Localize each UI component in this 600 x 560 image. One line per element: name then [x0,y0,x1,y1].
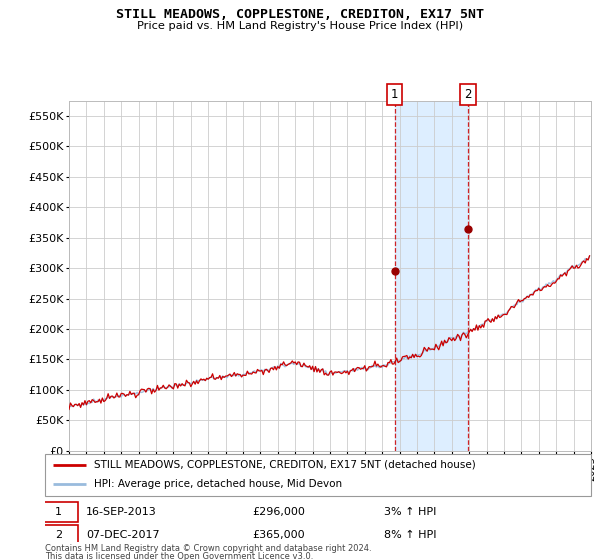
Text: 2: 2 [464,88,472,101]
Text: HPI: Average price, detached house, Mid Devon: HPI: Average price, detached house, Mid … [94,479,342,489]
Text: This data is licensed under the Open Government Licence v3.0.: This data is licensed under the Open Gov… [45,552,313,560]
Text: 1: 1 [55,507,62,517]
Text: STILL MEADOWS, COPPLESTONE, CREDITON, EX17 5NT (detached house): STILL MEADOWS, COPPLESTONE, CREDITON, EX… [94,460,476,470]
FancyBboxPatch shape [40,502,78,522]
Text: £296,000: £296,000 [253,507,305,517]
FancyBboxPatch shape [45,454,591,496]
Text: £365,000: £365,000 [253,530,305,540]
Text: 1: 1 [391,88,398,101]
Text: 8% ↑ HPI: 8% ↑ HPI [383,530,436,540]
FancyBboxPatch shape [40,525,78,545]
Text: 16-SEP-2013: 16-SEP-2013 [86,507,157,517]
Text: 07-DEC-2017: 07-DEC-2017 [86,530,160,540]
Text: Price paid vs. HM Land Registry's House Price Index (HPI): Price paid vs. HM Land Registry's House … [137,21,463,31]
Text: STILL MEADOWS, COPPLESTONE, CREDITON, EX17 5NT: STILL MEADOWS, COPPLESTONE, CREDITON, EX… [116,8,484,21]
Bar [395,101,468,451]
Text: 3% ↑ HPI: 3% ↑ HPI [383,507,436,517]
Text: 2: 2 [55,530,62,540]
Text: Contains HM Land Registry data © Crown copyright and database right 2024.: Contains HM Land Registry data © Crown c… [45,544,371,553]
